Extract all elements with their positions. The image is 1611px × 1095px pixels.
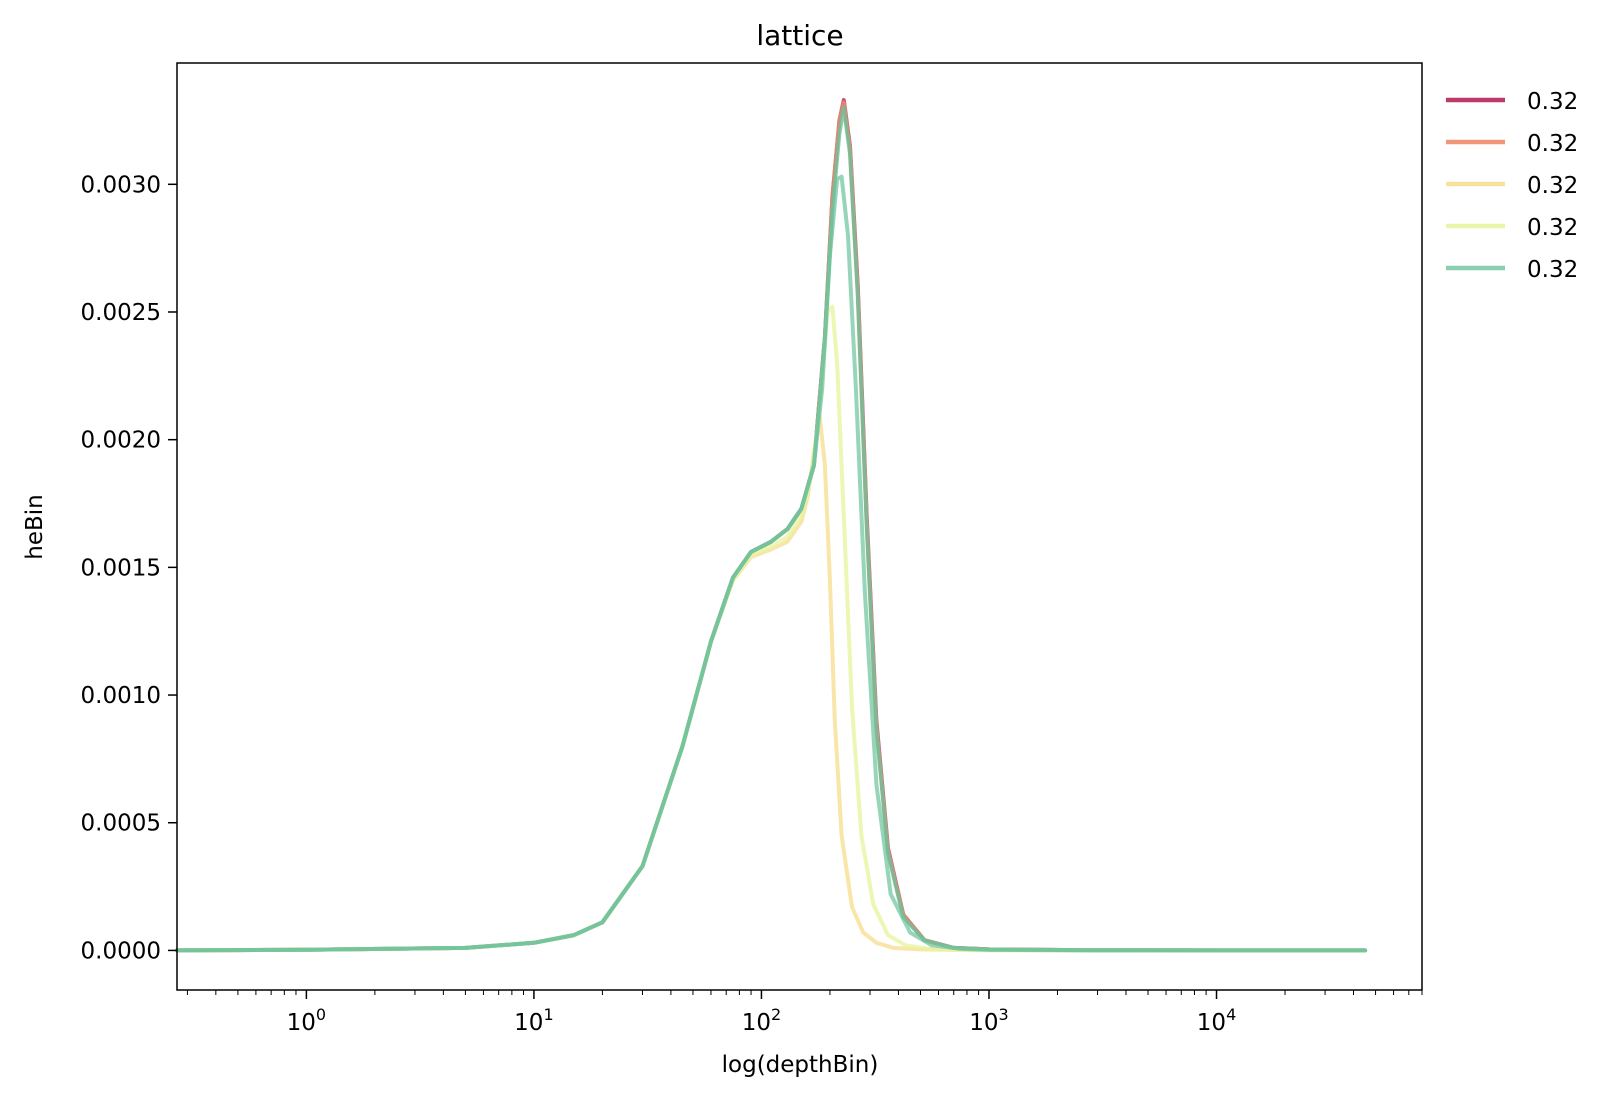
x-tick-label: 103 [969, 1005, 1008, 1036]
y-tick-label: 0.0005 [81, 811, 161, 837]
y-tick-label: 0.0010 [81, 683, 161, 709]
y-axis-label: heBin [22, 494, 48, 559]
x-tick-label: 101 [514, 1005, 553, 1036]
x-axis-label: log(depthBin) [722, 1052, 879, 1078]
chart-title: lattice [756, 19, 843, 52]
legend-label-5: 0.32 [1527, 257, 1578, 283]
y-tick-label: 0.0020 [81, 428, 161, 454]
y-tick-label: 0.0025 [81, 300, 161, 326]
series-line-6 [175, 105, 1368, 953]
legend-label-4: 0.32 [1527, 215, 1578, 241]
y-tick-label: 0.0015 [81, 555, 161, 581]
x-tick-label: 104 [1197, 1005, 1236, 1036]
x-tick-label: 100 [287, 1005, 326, 1036]
legend-label-2: 0.32 [1527, 131, 1578, 157]
y-axis: 0.0000 0.0005 0.0010 0.0015 0.0020 0.0025 0.00… [81, 172, 177, 964]
x-axis: 100 101 102 103 104 [186, 990, 1423, 1036]
plot-frame [176, 62, 1423, 991]
x-tick-label: 102 [742, 1005, 781, 1036]
legend-label-1: 0.32 [1527, 89, 1578, 115]
y-tick-label: 0.0030 [81, 172, 161, 198]
plot-lines [175, 98, 1368, 953]
y-tick-label: 0.0000 [81, 938, 161, 964]
legend-label-3: 0.32 [1527, 173, 1578, 199]
legend: 0.32 0.32 0.32 0.32 0.32 [1446, 89, 1578, 283]
